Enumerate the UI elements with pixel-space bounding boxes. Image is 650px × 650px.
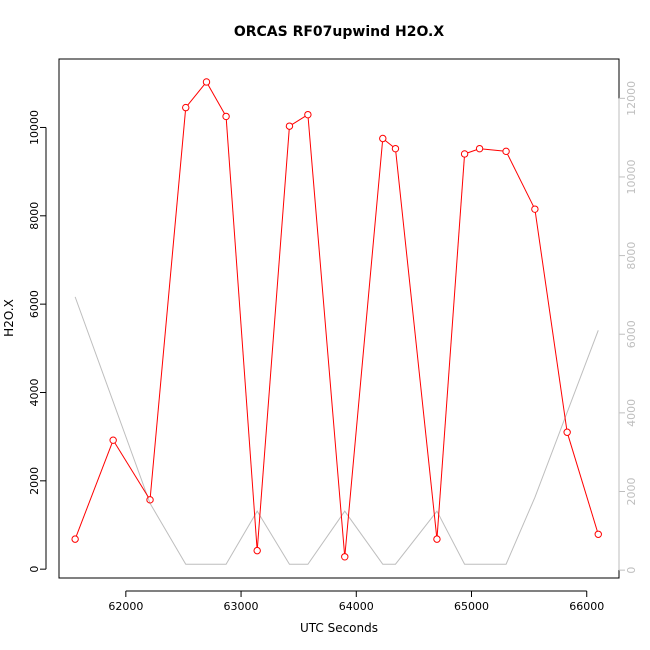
x-tick-label: 65000: [454, 600, 489, 613]
y-tick-label: 6000: [28, 290, 41, 318]
series-0-segment: [114, 442, 149, 498]
series-0-point: [285, 122, 294, 130]
series-0-point: [71, 535, 79, 543]
series-0-point: [433, 535, 441, 543]
x-axis: 62000 63000 64000 65000 66000: [108, 590, 604, 613]
series-0-segment: [291, 115, 306, 125]
series-0-segment: [534, 212, 568, 430]
y2-tick-label: 6000: [625, 320, 638, 348]
series-0-segment: [384, 140, 394, 148]
y-tick-label: 0: [28, 566, 41, 573]
series-0-segment: [344, 141, 383, 554]
y2-tick-label: 2000: [625, 478, 638, 506]
y-tick-label: 2000: [28, 467, 41, 495]
series-0-segment: [307, 117, 345, 554]
y2-tick-label: 0: [625, 567, 638, 574]
x-tick-label: 62000: [108, 600, 143, 613]
x-tick-label: 64000: [339, 600, 374, 613]
series-0-segment: [467, 149, 477, 154]
x-axis-label: UTC Seconds: [300, 621, 378, 635]
y-axis-right: 0 2000 4000 6000 8000 10000 12000: [618, 81, 638, 574]
series-0-point: [182, 103, 190, 112]
series-0-point: [531, 205, 539, 213]
series-layer: [71, 78, 602, 565]
y2-tick-label: 10000: [625, 159, 638, 194]
series-0-segment: [187, 84, 205, 106]
series-0-segment: [436, 157, 465, 536]
series-0-point: [502, 147, 510, 156]
series-0-segment: [207, 84, 225, 114]
series-0-point: [379, 134, 387, 143]
chart-title: ORCAS RF07upwind H2O.X: [234, 24, 445, 40]
series-0-point: [202, 78, 211, 86]
series-0-segment: [75, 442, 113, 537]
series-0-point: [146, 496, 154, 504]
series-0-point: [222, 112, 230, 121]
series-0-point: [563, 428, 571, 436]
series-0-point: [109, 436, 117, 444]
series-0-point: [594, 530, 602, 538]
series-0-point: [253, 546, 261, 555]
series-0-point: [475, 144, 484, 153]
y-axis-label: H2O.X: [2, 299, 16, 337]
series-0-segment: [149, 110, 186, 497]
series-0-point: [391, 144, 400, 153]
y-tick-label: 8000: [28, 202, 41, 230]
series-1-line: [74, 296, 599, 565]
y2-tick-label: 12000: [625, 81, 638, 116]
x-tick-label: 63000: [224, 600, 259, 613]
y-tick-label: 4000: [28, 378, 41, 406]
y2-tick-label: 8000: [625, 242, 638, 270]
series-0-point: [304, 110, 312, 119]
series-0-segment: [567, 435, 598, 532]
x-tick-label: 66000: [569, 600, 604, 613]
y-tick-label: 10000: [28, 110, 41, 145]
series-0-segment: [482, 148, 503, 152]
series-0-point: [341, 553, 349, 561]
y-axis-left: 0 2000 4000 6000 8000 10000: [28, 110, 47, 573]
series-0-segment: [225, 119, 258, 548]
series-0-segment: [507, 153, 534, 207]
series-0-point: [460, 150, 469, 158]
series-0-segment: [395, 151, 438, 537]
plot-area: [58, 58, 620, 579]
y2-tick-label: 4000: [625, 399, 638, 427]
series-0-segment: [256, 129, 290, 548]
